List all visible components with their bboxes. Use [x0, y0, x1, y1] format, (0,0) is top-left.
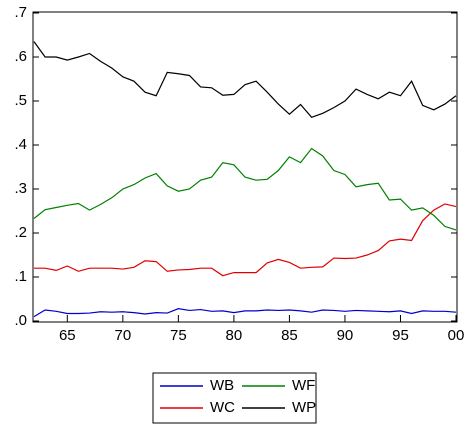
x-tick-label: 75 [170, 327, 187, 344]
legend-box [152, 372, 317, 424]
y-tick-label: .6 [14, 48, 27, 65]
y-tick-label: .0 [14, 312, 27, 329]
x-tick-label: 00 [448, 327, 465, 344]
x-tick-label: 95 [392, 327, 409, 344]
y-tick-label: .4 [14, 136, 27, 153]
legend-label: WF [292, 377, 315, 394]
legend-label: WC [210, 399, 235, 416]
y-tick-label: .3 [14, 180, 27, 197]
y-tick-label: .1 [14, 268, 27, 285]
series-line [33, 308, 457, 318]
plot-frame [32, 11, 458, 323]
series-line [33, 41, 457, 118]
y-tick-label: .7 [14, 4, 27, 21]
x-tick-label: 80 [226, 327, 243, 344]
x-tick-label: 65 [59, 327, 76, 344]
y-tick-label: .2 [14, 224, 27, 241]
y-tick-label: .5 [14, 92, 27, 109]
series-line [34, 203, 457, 277]
series-line [33, 147, 457, 231]
legend-label: WB [210, 377, 234, 394]
x-tick-label: 90 [337, 327, 354, 344]
legend-label: WP [292, 399, 316, 416]
x-tick-label: 85 [281, 327, 298, 344]
x-tick-label: 70 [114, 327, 131, 344]
